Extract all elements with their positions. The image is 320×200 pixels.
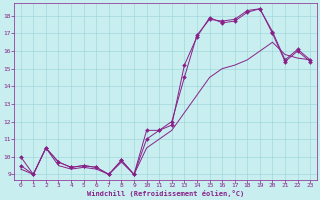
X-axis label: Windchill (Refroidissement éolien,°C): Windchill (Refroidissement éolien,°C) xyxy=(87,190,244,197)
